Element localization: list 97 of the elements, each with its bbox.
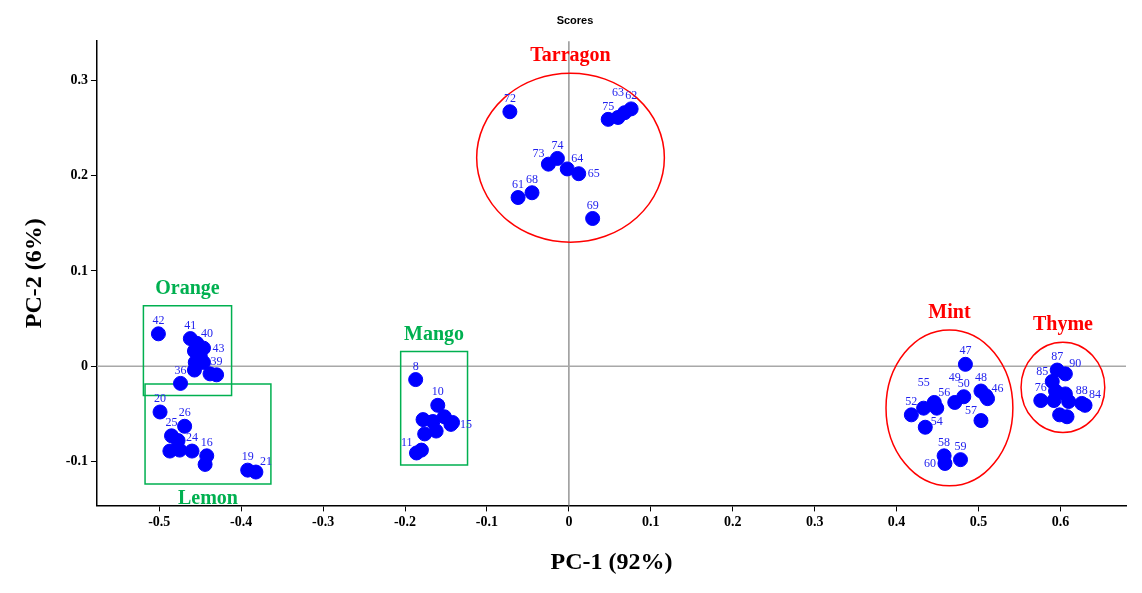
point <box>177 418 193 434</box>
annotation: 24 <box>186 430 198 445</box>
point <box>929 400 945 416</box>
annotation: 73 <box>532 146 545 161</box>
point <box>248 464 264 480</box>
annotation: 85 <box>1036 363 1049 378</box>
annotation: 56 <box>938 384 951 399</box>
x-axis-title: PC-1 (92%) <box>550 547 673 574</box>
annotation: 57 <box>964 402 977 417</box>
point <box>953 452 968 468</box>
point <box>510 190 526 206</box>
point <box>585 210 601 226</box>
annotation: 8 <box>412 358 419 373</box>
annotation: 47 <box>959 343 972 358</box>
point <box>150 326 166 342</box>
annotation: 87 <box>1051 349 1064 364</box>
annotation: 41 <box>184 317 197 332</box>
annotation: 16 <box>200 434 213 449</box>
annotation: 46 <box>991 380 1004 395</box>
annotation: 75 <box>602 98 615 113</box>
point <box>417 426 433 442</box>
point <box>184 443 200 459</box>
point <box>559 161 575 177</box>
annotation: 65 <box>587 166 600 181</box>
x-tick-label: 0.2 <box>723 514 742 530</box>
annotation: 11 <box>400 435 413 450</box>
annotation: Orange <box>155 276 220 299</box>
x-tick-label: 0.5 <box>969 514 988 530</box>
y-tick-label: 0 <box>80 357 88 373</box>
point <box>502 104 518 120</box>
point <box>413 442 429 458</box>
point <box>917 419 933 435</box>
x-tick-label: 0.4 <box>887 514 906 530</box>
point <box>571 166 587 182</box>
annotation: 26 <box>178 405 191 420</box>
annotation: 42 <box>152 312 165 327</box>
point <box>197 456 213 472</box>
annotation: 10 <box>431 384 444 399</box>
x-tick-label: 0.1 <box>642 514 660 530</box>
annotation: 48 <box>974 370 987 385</box>
point <box>973 413 989 429</box>
annotation: 59 <box>954 438 967 453</box>
point <box>430 397 446 413</box>
point <box>1061 394 1077 409</box>
point <box>903 407 919 423</box>
annotation: 19 <box>241 449 254 464</box>
annotation: 64 <box>571 151 584 166</box>
point <box>152 404 168 420</box>
point <box>173 375 189 391</box>
annotation: 69 <box>586 197 599 212</box>
point <box>408 372 424 388</box>
annotation: 58 <box>938 434 951 449</box>
x-tick-label: -0.3 <box>312 514 335 530</box>
annotation: 25 <box>165 414 178 429</box>
annotation: 43 <box>212 340 225 355</box>
y-axis-title: PC-2 (6%) <box>19 218 46 329</box>
y-tick-label: 0.2 <box>70 167 88 183</box>
annotation: Mango <box>404 321 465 345</box>
point <box>1057 366 1073 382</box>
annotation: 74 <box>551 137 564 152</box>
x-tick-label: 0 <box>565 514 573 530</box>
annotation: 55 <box>917 375 930 390</box>
annotation: 60 <box>923 456 936 471</box>
annotation: 88 <box>1075 382 1088 397</box>
point <box>1033 393 1049 409</box>
x-tick-label: -0.2 <box>393 514 417 530</box>
annotation: Lemon <box>177 486 238 509</box>
y-tick-label: 0.3 <box>70 71 88 87</box>
x-tick-label: 0.6 <box>1051 514 1070 530</box>
y-tick-label: 0.1 <box>70 262 88 278</box>
annotation: Tarragon <box>530 43 611 67</box>
x-tick-label: 0.3 <box>805 514 824 530</box>
annotation: 76 <box>1034 379 1047 394</box>
point <box>1046 393 1062 409</box>
point <box>956 389 972 405</box>
point <box>524 185 540 201</box>
x-tick-label: -0.4 <box>230 514 253 530</box>
annotation: 39 <box>210 353 223 368</box>
y-tick-label: -0.1 <box>65 453 88 469</box>
annotation: 72 <box>503 90 516 105</box>
x-tick-label: -0.5 <box>148 514 171 530</box>
annotation: 84 <box>1089 387 1102 402</box>
annotation: 52 <box>905 394 918 408</box>
annotation: 90 <box>1069 356 1082 371</box>
point <box>549 150 565 166</box>
chart-title: Scores <box>556 13 594 26</box>
annotation: Mint <box>928 300 971 323</box>
point <box>957 356 973 372</box>
annotation: 61 <box>512 176 525 191</box>
point <box>623 101 639 117</box>
annotation: 40 <box>200 325 213 340</box>
annotation: 36 <box>174 362 187 377</box>
annotation: Thyme <box>1032 312 1094 336</box>
x-tick-label: -0.1 <box>475 514 499 530</box>
annotation: 63 <box>612 84 625 99</box>
annotation: 54 <box>930 414 943 429</box>
annotation: 68 <box>526 171 539 186</box>
